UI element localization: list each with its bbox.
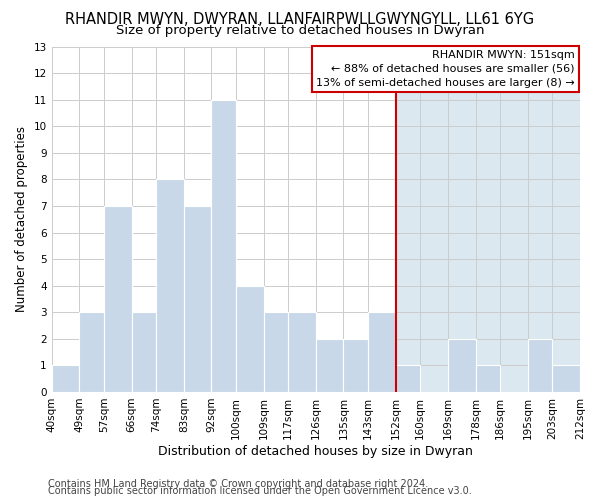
Bar — [395, 46, 580, 392]
Bar — [528, 339, 553, 392]
Text: RHANDIR MWYN, DWYRAN, LLANFAIRPWLLGWYNGYLL, LL61 6YG: RHANDIR MWYN, DWYRAN, LLANFAIRPWLLGWYNGY… — [65, 12, 535, 28]
X-axis label: Distribution of detached houses by size in Dwyran: Distribution of detached houses by size … — [158, 444, 473, 458]
Y-axis label: Number of detached properties: Number of detached properties — [15, 126, 28, 312]
Text: RHANDIR MWYN: 151sqm
← 88% of detached houses are smaller (56)
13% of semi-detac: RHANDIR MWYN: 151sqm ← 88% of detached h… — [316, 50, 575, 88]
Bar — [52, 366, 79, 392]
Bar — [553, 366, 580, 392]
Bar — [343, 339, 368, 392]
Bar — [156, 180, 184, 392]
Bar — [368, 312, 395, 392]
Text: Contains HM Land Registry data © Crown copyright and database right 2024.: Contains HM Land Registry data © Crown c… — [48, 479, 428, 489]
Bar — [79, 312, 104, 392]
Bar — [316, 339, 343, 392]
Bar — [288, 312, 316, 392]
Bar — [184, 206, 211, 392]
Text: Contains public sector information licensed under the Open Government Licence v3: Contains public sector information licen… — [48, 486, 472, 496]
Text: Size of property relative to detached houses in Dwyran: Size of property relative to detached ho… — [116, 24, 484, 37]
Bar — [263, 312, 288, 392]
Bar — [448, 339, 476, 392]
Bar — [236, 286, 263, 392]
Bar — [104, 206, 131, 392]
Bar — [395, 366, 420, 392]
Bar — [211, 100, 236, 392]
Bar — [476, 366, 500, 392]
Bar — [131, 312, 156, 392]
